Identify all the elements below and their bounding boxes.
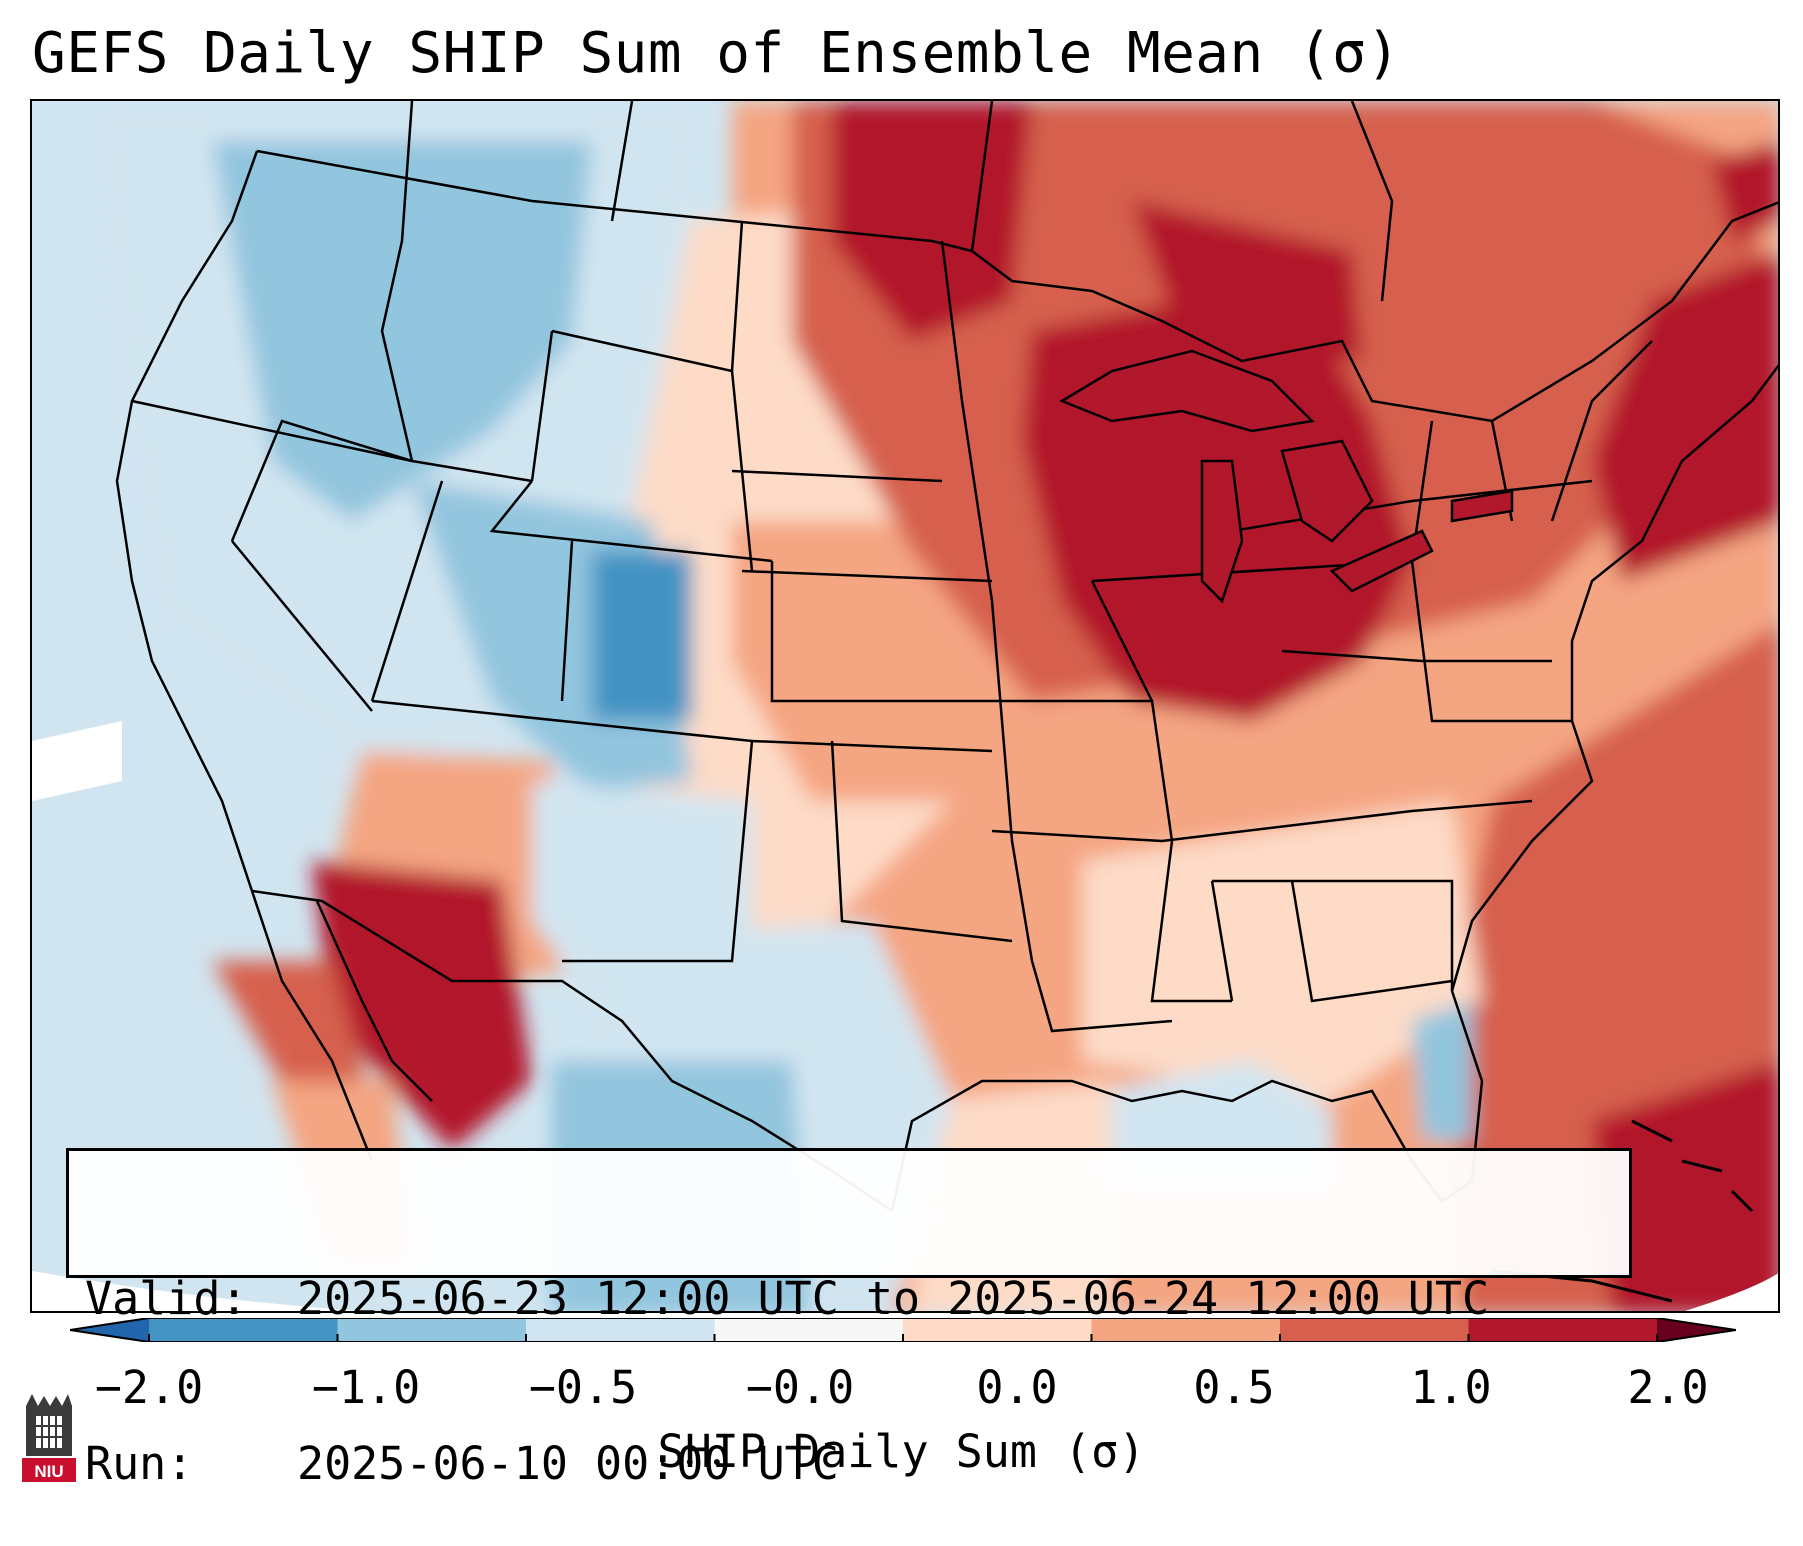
- run-value: 2025-06-10 00:00 UTC: [297, 1437, 839, 1490]
- valid-run-info-box: Valid: 2025-06-23 12:00 UTC to 2025-06-24…: [66, 1148, 1632, 1490]
- colorbar: [70, 1318, 1736, 1342]
- anom-region-southwest-red: [312, 861, 532, 1151]
- us-canada-border: [256, 149, 1778, 423]
- state-line: [1290, 880, 1453, 1003]
- anom-region-northwest: [212, 141, 592, 521]
- state-line: [1150, 840, 1232, 1003]
- run-row: Run: 2025-06-10 00:00 UTC: [85, 1436, 1613, 1491]
- lake-michigan: [1200, 459, 1244, 604]
- gulf-of-california: [315, 900, 433, 1102]
- west-coast: [115, 150, 374, 1162]
- lake-ontario: [1450, 489, 1514, 523]
- anom-region-northeast: [1592, 252, 1778, 581]
- colorbar-label: SHIP Daily Sum (σ): [657, 1425, 1146, 1478]
- anom-region-new-mexico: [532, 781, 752, 1001]
- colorbar-segment: [1280, 1318, 1469, 1342]
- colorbar-tick-label: 1.0: [1410, 1361, 1492, 1414]
- colorbar-tick-label: 0.5: [1193, 1361, 1275, 1414]
- state-line: [371, 699, 753, 743]
- state-line: [370, 480, 444, 702]
- bahamas: [1631, 1119, 1754, 1213]
- state-line: [731, 469, 943, 483]
- lake-erie: [1329, 529, 1434, 593]
- state-line: [230, 419, 413, 542]
- anom-region-baja: [212, 961, 372, 1101]
- valid-row: Valid: 2025-06-23 12:00 UTC to 2025-06-24…: [85, 1271, 1613, 1326]
- colorbar-segment: [149, 1318, 338, 1342]
- colorbar-tick-label: −0.5: [528, 1361, 638, 1414]
- lake-superior: [1059, 349, 1315, 433]
- state-line: [940, 240, 1034, 962]
- state-line: [1210, 880, 1234, 1002]
- state-line: [770, 561, 992, 703]
- colorbar-tick-label: −0.0: [745, 1361, 855, 1414]
- niu-logo-icon: NIU: [22, 1394, 76, 1482]
- state-line: [1281, 649, 1552, 663]
- anom-region-ontario: [1132, 201, 1362, 361]
- state-line: [562, 740, 754, 963]
- state-line: [1550, 340, 1653, 522]
- colorbar-tick-label: −2.0: [94, 1361, 204, 1414]
- run-label: Run:: [85, 1437, 194, 1490]
- anomaly-map: [32, 101, 1778, 1311]
- state-line: [1030, 960, 1173, 1033]
- colorbar-tick-label: 2.0: [1627, 1361, 1709, 1414]
- great-lakes: [1059, 349, 1514, 604]
- colorbar-extend-under: [70, 1318, 149, 1342]
- map-panel: [30, 99, 1780, 1313]
- colorbar-segment: [1468, 1318, 1658, 1342]
- state-line: [530, 330, 554, 482]
- state-line: [380, 101, 414, 462]
- anom-region-canada-north: [832, 101, 1032, 341]
- chart-title: GEFS Daily SHIP Sum of Ensemble Mean (σ): [32, 21, 1401, 86]
- anom-region-gulf-maine: [1712, 142, 1778, 241]
- valid-label: Valid:: [85, 1272, 248, 1325]
- colorbar-svg: [70, 1318, 1736, 1342]
- colorbar-segment: [526, 1318, 715, 1342]
- colorbar-segment: [714, 1318, 904, 1342]
- domain-edge-right: [1685, 1273, 1778, 1311]
- anom-region-southeast: [1082, 801, 1482, 1101]
- domain-edge: [32, 1271, 360, 1311]
- lake-huron: [1280, 439, 1374, 543]
- state-line: [610, 101, 634, 222]
- logo-text: NIU: [34, 1462, 63, 1481]
- colorbar-tick-label: −1.0: [311, 1361, 421, 1414]
- colorbar-segment: [337, 1318, 527, 1342]
- state-line: [730, 220, 744, 372]
- state-line: [991, 799, 1533, 843]
- colorbar-tick-label: 0.0: [976, 1361, 1058, 1414]
- state-line: [560, 540, 574, 702]
- state-line: [1231, 479, 1593, 533]
- anom-region-florida: [1412, 1001, 1472, 1141]
- colorbar-segment: [903, 1318, 1092, 1342]
- state-line: [741, 569, 993, 583]
- east-coast: [1450, 364, 1778, 992]
- anom-region-colorado: [592, 551, 692, 721]
- state-line: [489, 480, 773, 563]
- state-line: [1090, 580, 1154, 702]
- state-line: [970, 101, 994, 252]
- colorbar-segment: [1091, 1318, 1281, 1342]
- state-line: [830, 740, 1013, 943]
- political-borders: [115, 101, 1778, 1213]
- state-line: [231, 540, 373, 712]
- valid-value: 2025-06-23 12:00 UTC to 2025-06-24 12:00…: [297, 1272, 1490, 1325]
- colorbar-extend-over: [1657, 1318, 1736, 1342]
- state-line: [1410, 560, 1572, 723]
- anom-region-no-data: [32, 721, 122, 801]
- anom-region-plains-salmon: [732, 521, 1012, 801]
- state-line: [751, 739, 993, 753]
- state-line: [1350, 101, 1394, 302]
